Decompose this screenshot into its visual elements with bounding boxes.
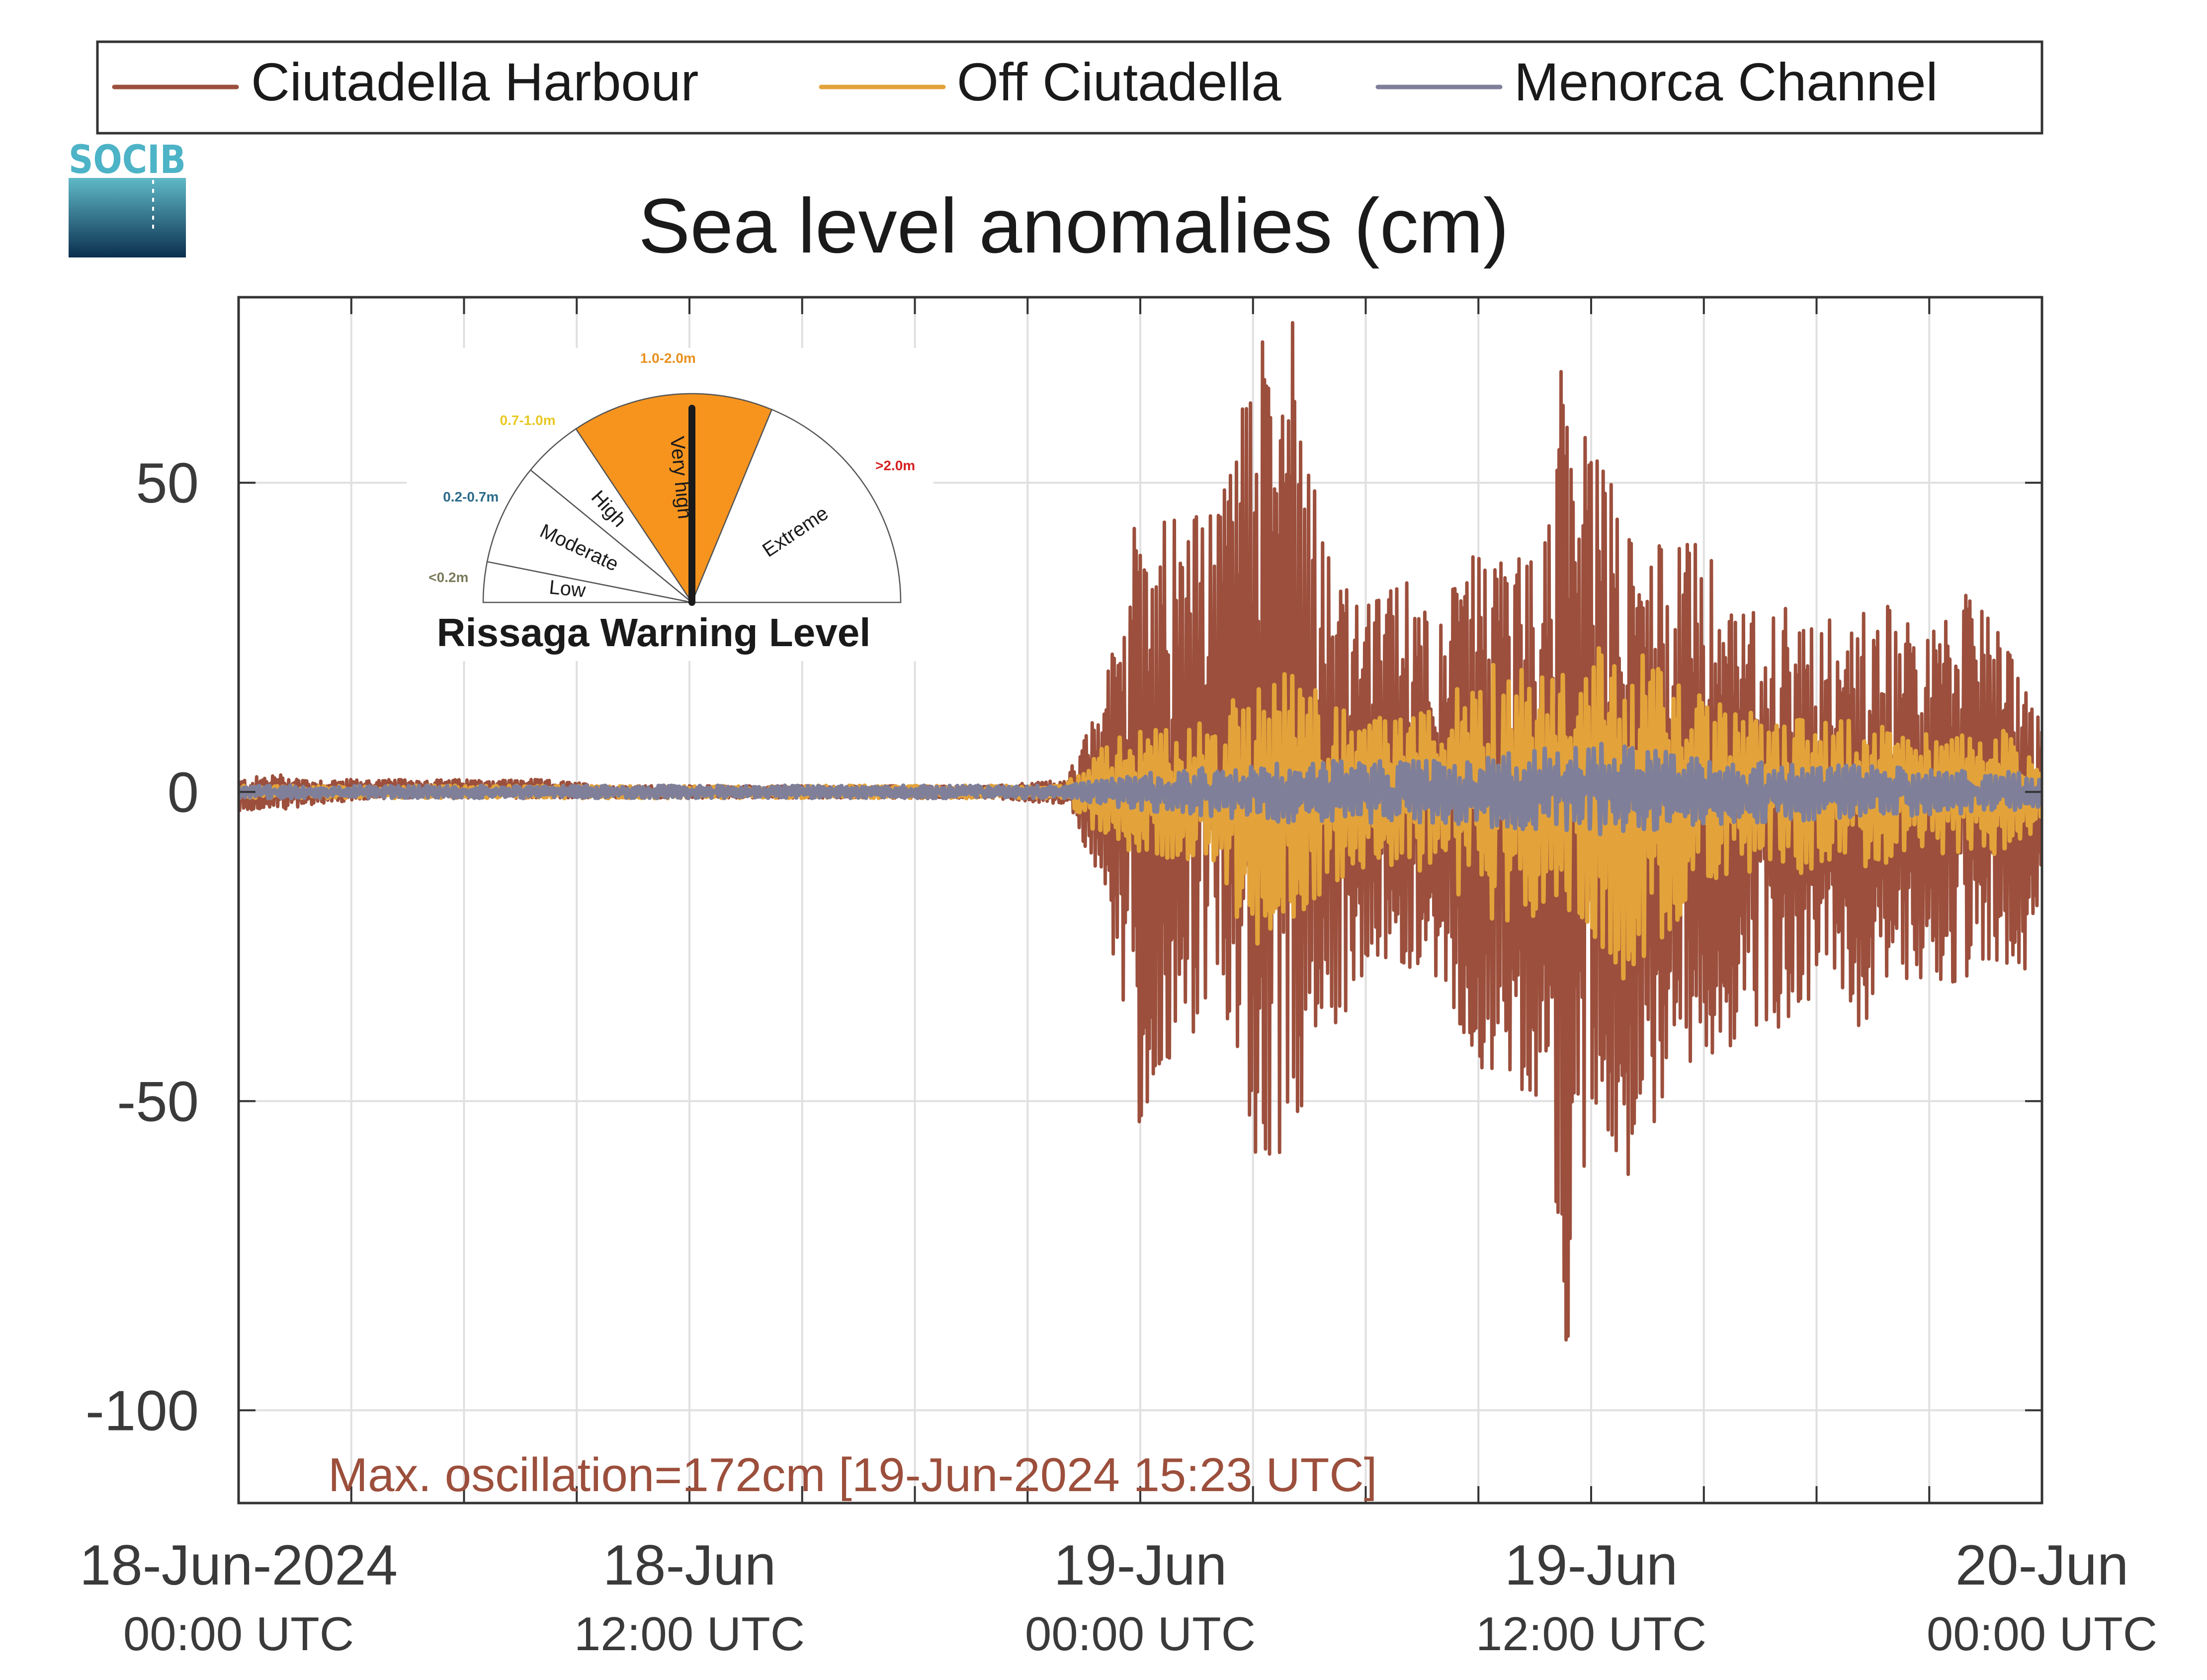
y-tick-labels: -100 -50 0 50 <box>85 452 199 1442</box>
gauge-range-label: >2.0m <box>875 458 915 473</box>
max-oscillation-annotation: Max. oscillation=172cm [19-Jun-2024 15:2… <box>328 1448 1377 1502</box>
x-tick-label-date: 18-Jun <box>603 1534 776 1597</box>
x-tick-label-date: 19-Jun <box>1054 1534 1227 1597</box>
series-layer <box>239 321 2042 1342</box>
x-tick-label-date: 19-Jun <box>1505 1534 1678 1597</box>
x-tick-label-time: 00:00 UTC <box>1025 1607 1256 1661</box>
socib-logo-text: SOCIB <box>69 138 186 182</box>
gauge-sector-moderate <box>486 469 692 603</box>
y-tick-label: 50 <box>136 452 199 515</box>
series-line-menorca-channel <box>239 742 2042 837</box>
x-tick-label-time: 12:00 UTC <box>1476 1607 1706 1661</box>
legend-label-off-ciutadella: Off Ciutadella <box>957 52 1281 112</box>
gauge-sector-very-high <box>575 393 773 604</box>
x-tick-labels: 18-Jun-2024 00:00 UTC 18-Jun 12:00 UTC 19-Ju… <box>80 1534 2157 1661</box>
y-tick-label: -50 <box>117 1070 199 1133</box>
legend-label-ciutadella-harbour: Ciutadella Harbour <box>251 52 699 112</box>
legend-frame <box>96 40 2043 135</box>
x-tick-label-time: 12:00 UTC <box>574 1607 805 1661</box>
socib-logo: SOCIB <box>69 138 186 257</box>
socib-logo-block <box>69 178 186 257</box>
gauge-sector-extreme <box>691 409 902 603</box>
y-tick-label: 0 <box>168 761 199 824</box>
gauge-title: Rissaga Warning Level <box>437 610 871 655</box>
gauge-range-label: <0.2m <box>428 570 468 585</box>
x-tick-label-time: 00:00 UTC <box>123 1607 354 1661</box>
series-line-ciutadella-harbour <box>239 321 2042 1342</box>
legend-label-menorca-channel: Menorca Channel <box>1514 52 1938 112</box>
y-tick-label: -100 <box>85 1379 199 1442</box>
gauge-range-label: 1.0-2.0m <box>640 350 696 366</box>
gauge-range-label: 0.7-1.0m <box>500 413 556 428</box>
axis-ticks <box>239 297 2042 1503</box>
x-tick-label-date: 18-Jun-2024 <box>80 1534 398 1597</box>
legend: Ciutadella Harbour Off Ciutadella Menorc… <box>96 40 2043 135</box>
x-tick-label-time: 00:00 UTC <box>1927 1607 2157 1661</box>
gauge-range-label: 0.2-0.7m <box>443 489 499 504</box>
x-tick-label-date: 20-Jun <box>1955 1534 2129 1597</box>
chart-title: Sea level anomalies (cm) <box>638 183 1509 269</box>
